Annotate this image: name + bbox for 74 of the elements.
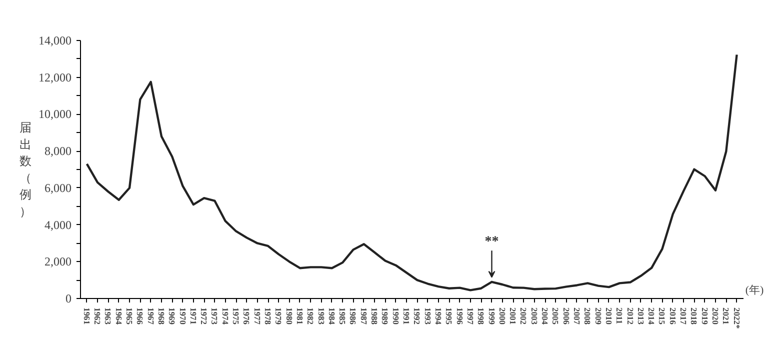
y-tick-label: 0 <box>66 292 72 306</box>
x-tick-label: 1996 <box>454 308 465 324</box>
x-tick-label: 1984 <box>326 308 337 326</box>
x-tick-label: 1998 <box>476 308 486 324</box>
x-tick-label: 1965 <box>124 308 135 324</box>
y-tick-label: 2,000 <box>44 254 72 269</box>
x-tick-label: 2003 <box>529 308 540 324</box>
x-tick-label: 2006 <box>561 308 572 324</box>
x-tick-label: 1976 <box>242 308 252 324</box>
x-tick-label: 1987 <box>358 308 369 326</box>
x-tick-label: 1961 <box>82 308 92 324</box>
x-tick-label: 1986 <box>348 308 358 324</box>
x-tick-label: 2016 <box>668 308 678 324</box>
x-tick-label: 2015 <box>657 308 668 324</box>
x-tick-label: 1993 <box>422 308 433 324</box>
x-tick-label: 1967 <box>146 308 156 326</box>
x-tick-label: 2022* <box>732 308 742 329</box>
y-tick-label: 10,000 <box>38 107 72 122</box>
x-tick-label: 1964 <box>114 308 124 326</box>
x-tick-label: 1963 <box>103 308 114 324</box>
x-tick-label: 2017 <box>678 308 689 326</box>
x-tick-label: 1974 <box>220 308 230 326</box>
x-tick-label: 1969 <box>167 308 178 324</box>
x-tick-label: 2007 <box>572 308 582 326</box>
y-tick-label: 12,000 <box>38 70 72 84</box>
x-tick-label: 2005 <box>550 308 561 324</box>
x-axis-title: (年) <box>745 284 764 296</box>
x-tick-label: 1989 <box>380 308 390 324</box>
x-tick-label: 2011 <box>614 308 625 324</box>
x-tick-label: 2021 <box>721 308 732 324</box>
x-tick-label: 1962 <box>92 308 103 324</box>
x-tick-label: 1975 <box>231 308 242 324</box>
x-tick-label: 1983 <box>316 308 326 324</box>
x-tick-label: 1979 <box>274 308 284 324</box>
x-tick-label: 1994 <box>433 308 444 326</box>
x-tick-label: 2002 <box>518 308 529 324</box>
x-tick-label: 2009 <box>593 308 604 324</box>
x-tick-label: 2004 <box>540 308 550 326</box>
x-tick-label: 1982 <box>306 308 316 324</box>
x-tick-label: 2014 <box>646 308 657 326</box>
y-tick-label: 8,000 <box>44 144 72 158</box>
x-tick-label: 2000 <box>497 308 508 324</box>
x-tick-label: 1992 <box>412 308 422 324</box>
y-tick-label: 6,000 <box>44 180 72 195</box>
x-tick-label: 1971 <box>188 308 198 324</box>
x-tick-label: 2001 <box>508 308 518 324</box>
x-tick-label: 1977 <box>252 308 262 326</box>
x-tick-label: 1995 <box>444 308 454 324</box>
x-tick-label: 1978 <box>263 308 274 324</box>
x-tick-label: 1999 <box>486 308 497 324</box>
x-tick-label: 2013 <box>636 308 646 324</box>
y-tick-label: 14,000 <box>38 34 72 48</box>
x-tick-label: 1968 <box>156 308 166 324</box>
x-tick-label: 1972 <box>199 308 210 324</box>
x-tick-label: 1985 <box>338 308 348 324</box>
y-tick-label: 4,000 <box>44 218 72 232</box>
x-tick-label: 2019 <box>700 308 710 324</box>
x-tick-label: 2018 <box>689 308 700 324</box>
x-tick-label: 1966 <box>135 308 146 324</box>
x-tick-label: 1973 <box>210 308 220 324</box>
x-tick-label: 1981 <box>294 308 305 324</box>
x-tick-label: 1988 <box>370 308 380 324</box>
annotation: ** <box>484 234 499 250</box>
x-tick-label: 1991 <box>402 308 412 324</box>
x-tick-label: 2010 <box>604 308 614 324</box>
x-tick-label: 1990 <box>390 308 401 324</box>
x-tick-label: 2020 <box>710 308 720 324</box>
x-tick-label: 1997 <box>465 308 476 326</box>
x-tick-label: 2012 <box>625 308 636 324</box>
x-tick-label: 1980 <box>284 308 294 324</box>
x-tick-label: 2008 <box>582 308 593 324</box>
x-tick-label: 1970 <box>178 308 188 324</box>
line-series <box>86 54 738 292</box>
y-axis-title: 届出数（例） <box>20 120 32 218</box>
